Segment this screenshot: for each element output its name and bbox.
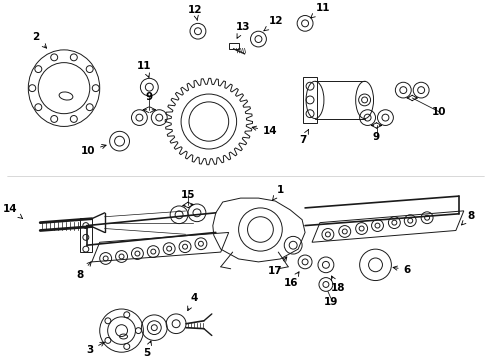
- Text: 13: 13: [235, 22, 250, 38]
- Text: 12: 12: [188, 5, 202, 20]
- Text: 8: 8: [76, 262, 91, 280]
- Text: 15: 15: [181, 190, 196, 200]
- Text: 10: 10: [432, 107, 446, 117]
- Text: 5: 5: [143, 341, 151, 358]
- Text: 10: 10: [80, 144, 106, 156]
- Text: 6: 6: [393, 265, 411, 275]
- Text: 1: 1: [272, 185, 284, 200]
- Text: 14: 14: [3, 204, 23, 219]
- Text: 7: 7: [299, 130, 308, 145]
- Text: 9: 9: [373, 132, 380, 142]
- Text: 17: 17: [268, 257, 287, 276]
- Text: 11: 11: [137, 60, 151, 77]
- Text: 2: 2: [33, 32, 47, 48]
- Text: 8: 8: [462, 211, 474, 225]
- Text: 3: 3: [86, 342, 104, 355]
- Bar: [229, 43, 239, 49]
- Text: 18: 18: [331, 276, 345, 293]
- Text: 16: 16: [284, 272, 299, 288]
- Text: 11: 11: [311, 3, 330, 18]
- Text: 12: 12: [264, 17, 284, 31]
- Text: 9: 9: [146, 92, 153, 102]
- Text: 4: 4: [188, 293, 197, 311]
- Text: 19: 19: [324, 297, 338, 307]
- Text: 14: 14: [252, 126, 278, 136]
